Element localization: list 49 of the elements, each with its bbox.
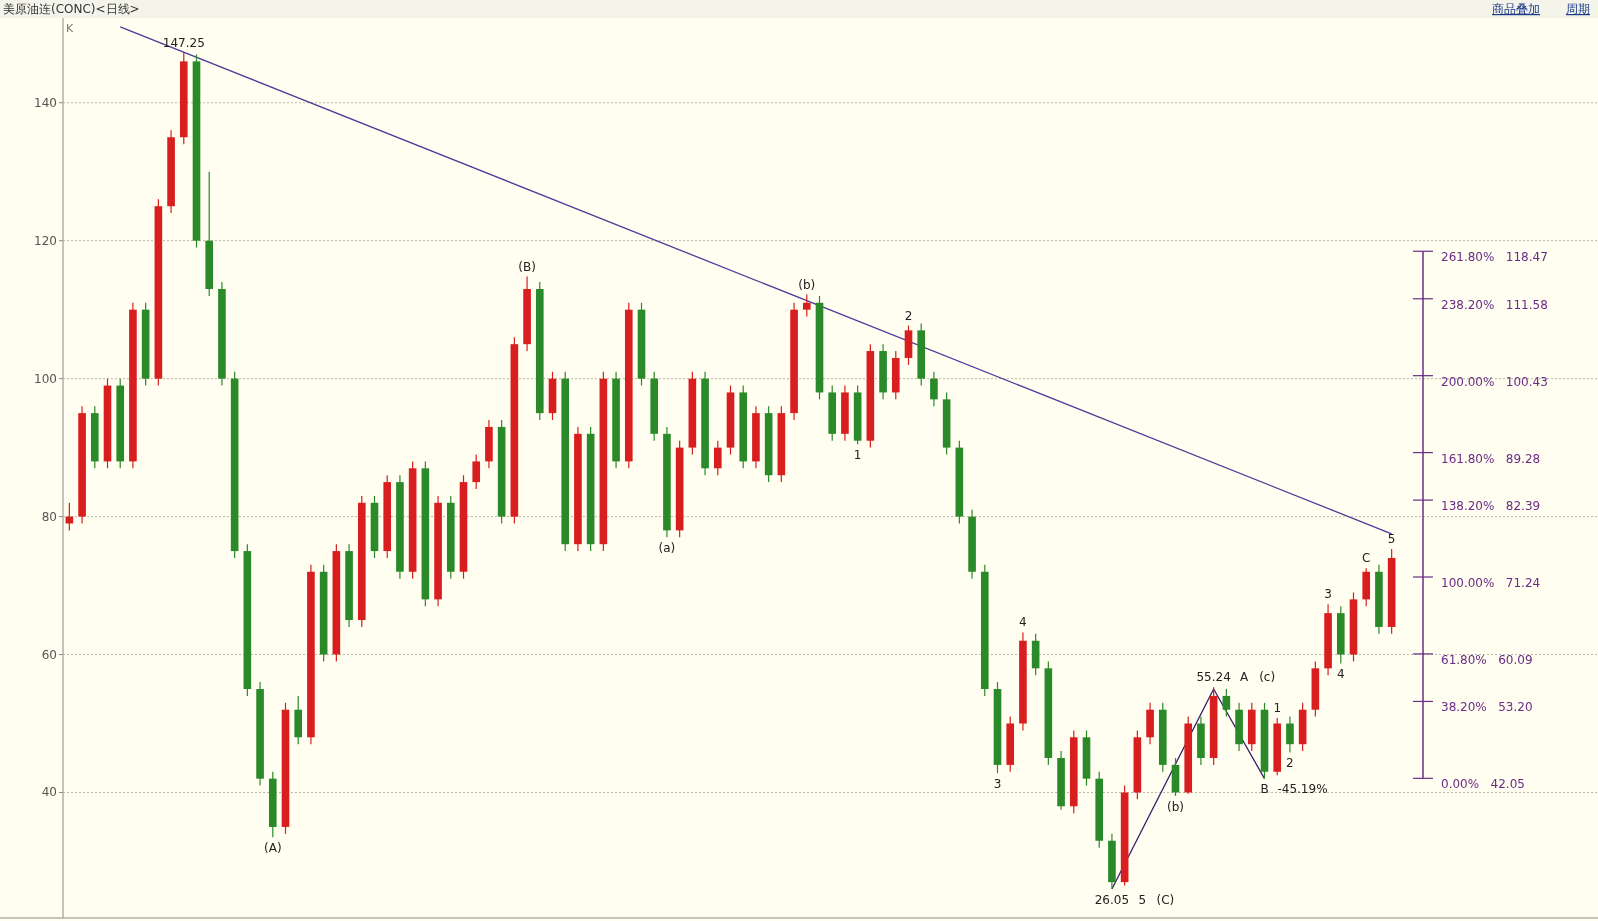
- ref-line-label: 0.00% 42.05: [1441, 777, 1525, 792]
- annotation: 2: [1286, 756, 1294, 771]
- candlestick: [472, 453, 481, 490]
- annotation: 2: [904, 308, 913, 323]
- ref-line-label: 100.00% 71.24: [1441, 576, 1541, 591]
- annotation: 3: [1324, 587, 1332, 602]
- annotation: (B): [518, 259, 536, 274]
- annotation: -45.19%: [1277, 782, 1328, 797]
- chart-title: 美原油连(CONC)<日线>: [3, 2, 140, 16]
- annotation: 147.25: [162, 35, 205, 50]
- y-tick-label: 80: [41, 509, 57, 524]
- annotation: (a): [658, 541, 676, 556]
- ref-line-label: 161.80% 89.28: [1441, 451, 1541, 466]
- y-tick-label: 40: [41, 785, 57, 800]
- candlestick: [802, 293, 811, 318]
- annotation: (C): [1156, 892, 1175, 907]
- y-axis-title: K: [66, 22, 74, 35]
- ref-line-label: 38.20% 53.20: [1441, 700, 1533, 715]
- candlestick: [1222, 688, 1231, 718]
- annotation: (A): [264, 841, 282, 856]
- candlestick: [1286, 716, 1294, 754]
- annotation: B: [1260, 782, 1269, 797]
- annotation: 4: [1336, 667, 1345, 682]
- annotation: 1: [1273, 700, 1282, 715]
- ref-line-label: 238.20% 111.58: [1441, 297, 1548, 312]
- annotation: 5: [1138, 892, 1147, 907]
- candlestick: [713, 440, 722, 476]
- annotation: C: [1362, 551, 1371, 566]
- ref-line-label: 61.80% 60.09: [1441, 652, 1533, 667]
- annotation: A: [1240, 670, 1250, 685]
- annotation: 55.24: [1196, 670, 1231, 685]
- annotation: 1: [853, 448, 862, 463]
- text: 商品叠加: [1492, 2, 1540, 16]
- candlestick: [930, 371, 938, 407]
- annotation: 26.05: [1094, 892, 1130, 907]
- annotation: (b): [1167, 799, 1184, 814]
- annotation: (b): [798, 277, 816, 292]
- ref-line-label: 138.20% 82.39: [1441, 499, 1541, 514]
- annotation: 5: [1387, 532, 1396, 547]
- ref-line-label: 200.00% 100.43: [1441, 374, 1548, 389]
- y-tick-label: 120: [34, 233, 57, 248]
- text: 周期: [1566, 2, 1590, 16]
- y-tick-label: 100: [34, 371, 57, 386]
- annotation: 3: [993, 777, 1002, 792]
- y-tick-label: 140: [34, 95, 57, 110]
- annotation: (c): [1259, 670, 1276, 685]
- annotation: 4: [1019, 615, 1027, 630]
- ref-line-label: 261.80% 118.47: [1441, 250, 1548, 265]
- y-tick-label: 60: [41, 647, 57, 662]
